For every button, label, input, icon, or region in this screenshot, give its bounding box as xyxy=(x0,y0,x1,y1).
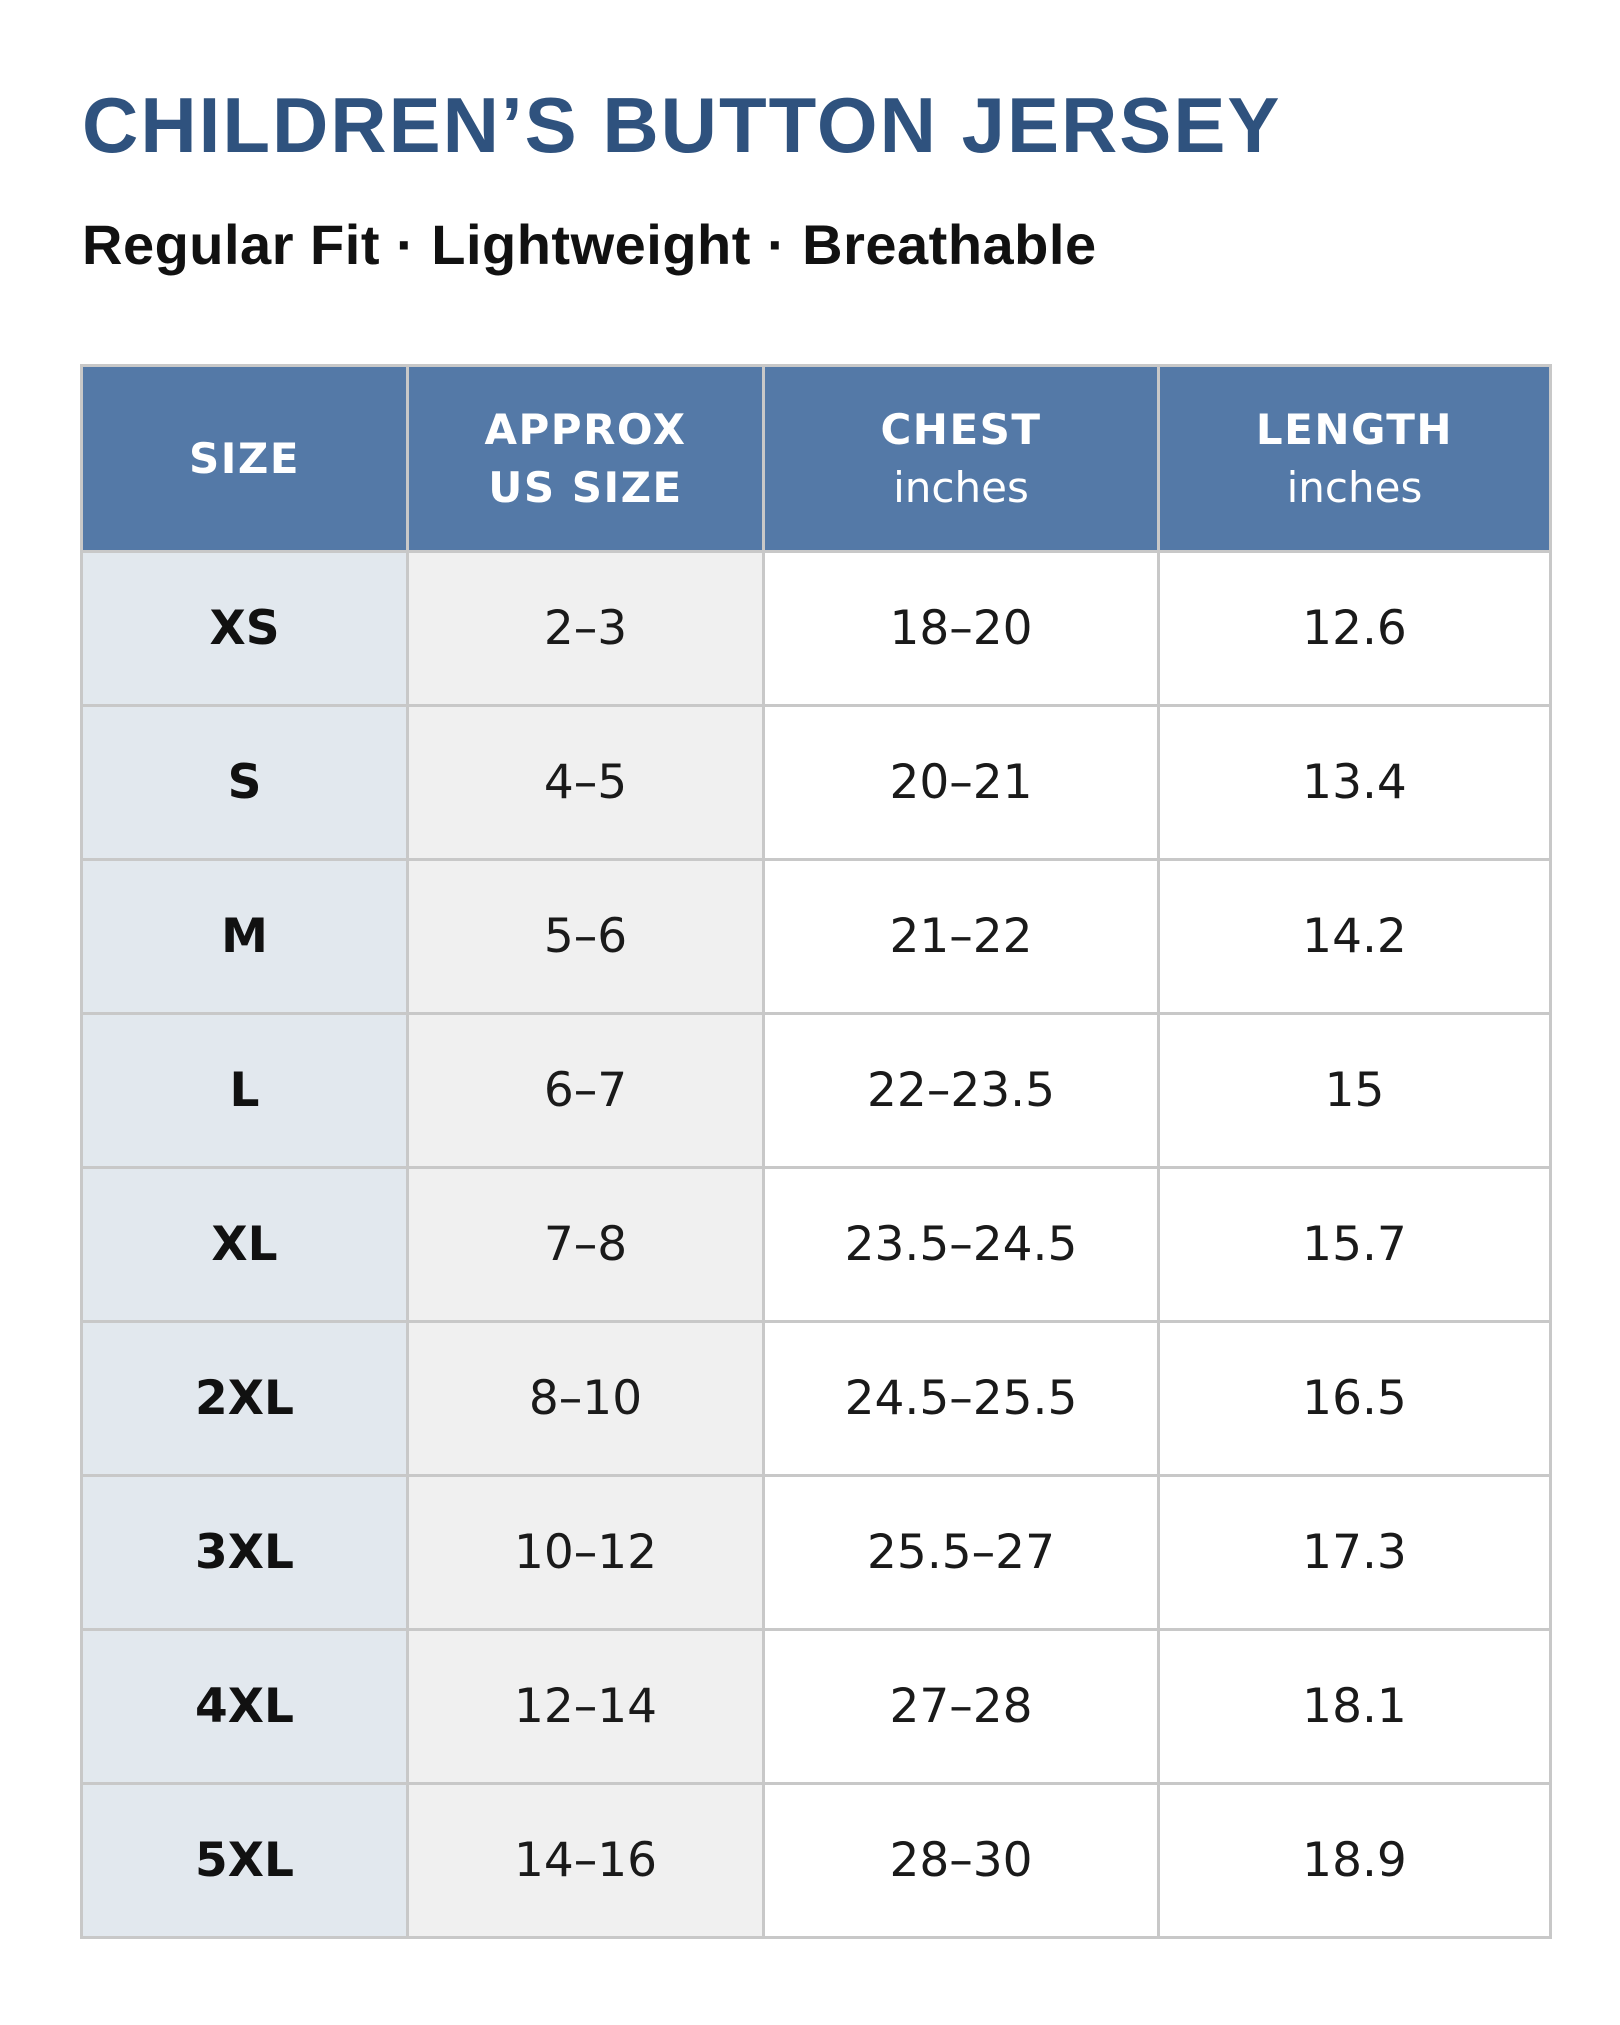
table-row: S 4–5 20–21 13.4 xyxy=(80,704,1552,861)
table-row: 2XL 8–10 24.5–25.5 16.5 xyxy=(80,1320,1552,1477)
cell-size: 3XL xyxy=(80,1474,409,1631)
table-row: 5XL 14–16 28–30 18.9 xyxy=(80,1782,1552,1939)
cell-length: 16.5 xyxy=(1157,1320,1552,1477)
column-header-size: SIZE xyxy=(80,364,409,553)
column-header-chest-unit: inches xyxy=(893,462,1029,512)
cell-us-size: 2–3 xyxy=(406,550,765,707)
table-row: L 6–7 22–23.5 15 xyxy=(80,1012,1552,1169)
cell-chest: 20–21 xyxy=(762,704,1160,861)
table-body: XS 2–3 18–20 12.6 S 4–5 20–21 13.4 M 5–6… xyxy=(80,550,1552,1939)
cell-length: 13.4 xyxy=(1157,704,1552,861)
column-header-us-size: APPROX US SIZE xyxy=(406,364,765,553)
table-header-row: SIZE APPROX US SIZE CHEST inches LENGTH … xyxy=(80,364,1552,553)
cell-size: 2XL xyxy=(80,1320,409,1477)
size-chart-table: SIZE APPROX US SIZE CHEST inches LENGTH … xyxy=(80,364,1552,1939)
cell-size: 4XL xyxy=(80,1628,409,1785)
column-header-length-label: LENGTH xyxy=(1255,404,1454,454)
column-header-chest-label: CHEST xyxy=(880,404,1042,454)
cell-us-size: 14–16 xyxy=(406,1782,765,1939)
table-row: 3XL 10–12 25.5–27 17.3 xyxy=(80,1474,1552,1631)
cell-chest: 18–20 xyxy=(762,550,1160,707)
cell-chest: 28–30 xyxy=(762,1782,1160,1939)
column-header-size-label: SIZE xyxy=(188,433,301,483)
column-header-chest: CHEST inches xyxy=(762,364,1160,553)
cell-length: 18.1 xyxy=(1157,1628,1552,1785)
cell-size: S xyxy=(80,704,409,861)
table-header: SIZE APPROX US SIZE CHEST inches LENGTH … xyxy=(80,364,1552,553)
cell-size: XL xyxy=(80,1166,409,1323)
cell-us-size: 5–6 xyxy=(406,858,765,1015)
cell-us-size: 12–14 xyxy=(406,1628,765,1785)
cell-chest: 22–23.5 xyxy=(762,1012,1160,1169)
cell-us-size: 8–10 xyxy=(406,1320,765,1477)
column-header-length: LENGTH inches xyxy=(1157,364,1552,553)
cell-length: 17.3 xyxy=(1157,1474,1552,1631)
cell-size: 5XL xyxy=(80,1782,409,1939)
cell-us-size: 7–8 xyxy=(406,1166,765,1323)
cell-length: 12.6 xyxy=(1157,550,1552,707)
cell-chest: 23.5–24.5 xyxy=(762,1166,1160,1323)
table-row: XL 7–8 23.5–24.5 15.7 xyxy=(80,1166,1552,1323)
cell-length: 14.2 xyxy=(1157,858,1552,1015)
cell-chest: 24.5–25.5 xyxy=(762,1320,1160,1477)
table-row: 4XL 12–14 27–28 18.1 xyxy=(80,1628,1552,1785)
column-header-us-size-line1: APPROX xyxy=(484,404,687,454)
page-subtitle: Regular Fit · Lightweight · Breathable xyxy=(82,213,1097,276)
cell-size: L xyxy=(80,1012,409,1169)
cell-us-size: 4–5 xyxy=(406,704,765,861)
cell-us-size: 6–7 xyxy=(406,1012,765,1169)
cell-length: 15 xyxy=(1157,1012,1552,1169)
cell-chest: 27–28 xyxy=(762,1628,1160,1785)
cell-chest: 25.5–27 xyxy=(762,1474,1160,1631)
cell-size: M xyxy=(80,858,409,1015)
cell-chest: 21–22 xyxy=(762,858,1160,1015)
column-header-length-unit: inches xyxy=(1286,462,1423,512)
table-row: XS 2–3 18–20 12.6 xyxy=(80,550,1552,707)
page-title: CHILDREN’S BUTTON JERSEY xyxy=(82,81,1282,169)
cell-us-size: 10–12 xyxy=(406,1474,765,1631)
cell-size: XS xyxy=(80,550,409,707)
cell-length: 15.7 xyxy=(1157,1166,1552,1323)
table-row: M 5–6 21–22 14.2 xyxy=(80,858,1552,1015)
column-header-us-size-line2: US SIZE xyxy=(488,462,683,512)
cell-length: 18.9 xyxy=(1157,1782,1552,1939)
